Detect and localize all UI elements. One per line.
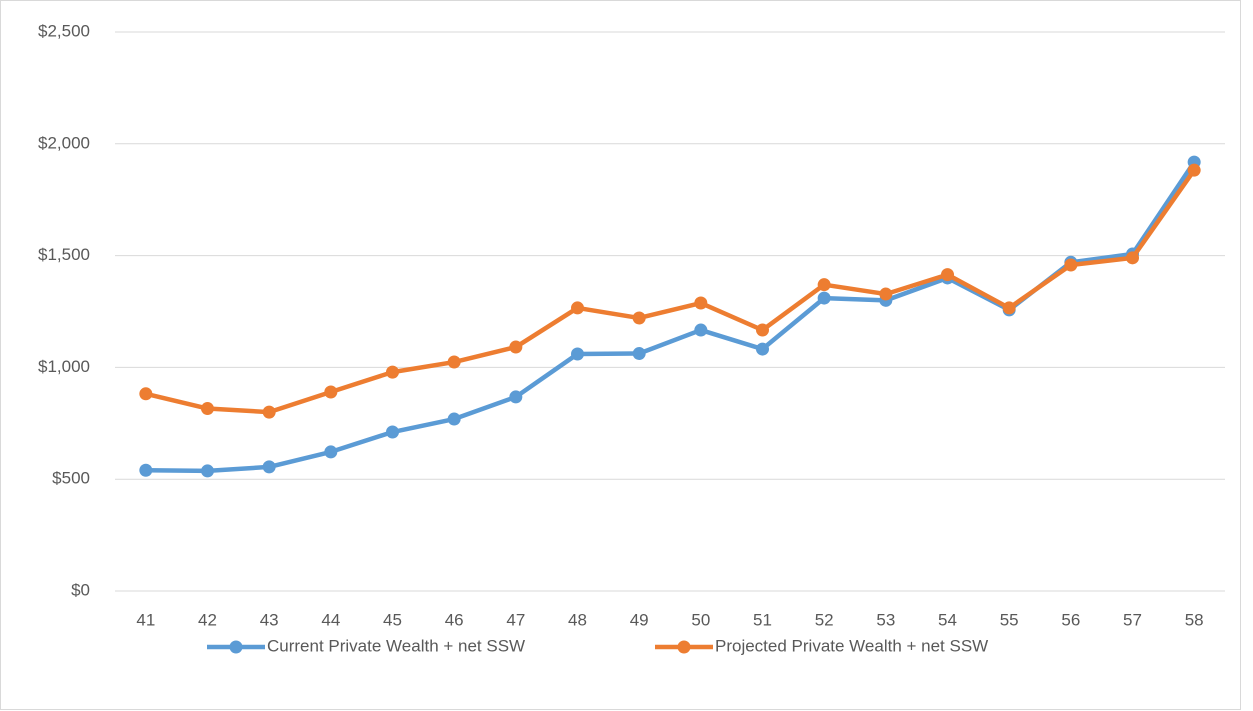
data-point xyxy=(201,402,214,416)
legend-label: Current Private Wealth + net SSW xyxy=(267,636,525,655)
data-point xyxy=(447,355,461,369)
x-tick-label: 49 xyxy=(630,610,649,629)
data-point xyxy=(879,287,893,301)
series-line xyxy=(145,168,1197,415)
y-tick-label: $1,000 xyxy=(38,357,90,376)
y-tick-label: $1,500 xyxy=(38,245,90,264)
legend-label: Projected Private Wealth + net SSW xyxy=(715,636,988,655)
data-point xyxy=(1064,258,1078,272)
x-tick-label: 44 xyxy=(321,610,340,629)
data-point xyxy=(201,464,214,478)
x-tick-label: 53 xyxy=(876,610,895,629)
data-point xyxy=(1002,301,1016,315)
y-tick-label: $2,000 xyxy=(38,133,90,152)
x-tick-label: 45 xyxy=(383,610,402,629)
x-tick-label: 54 xyxy=(938,610,957,629)
y-tick-label: $500 xyxy=(52,469,90,488)
data-point xyxy=(386,365,399,379)
data-point xyxy=(509,390,523,404)
data-point xyxy=(756,342,769,356)
data-point xyxy=(447,412,461,426)
data-point xyxy=(262,460,276,474)
data-point xyxy=(632,311,646,325)
data-point xyxy=(139,387,153,401)
data-point xyxy=(632,347,646,361)
data-point xyxy=(1126,251,1139,265)
x-tick-label: 42 xyxy=(198,610,217,629)
x-tick-label: 52 xyxy=(815,610,834,629)
x-tick-label: 46 xyxy=(445,610,464,629)
legend-marker xyxy=(229,640,243,654)
data-point xyxy=(941,268,954,282)
x-tick-label: 47 xyxy=(506,610,525,629)
data-point xyxy=(817,278,831,292)
legend-marker xyxy=(677,640,691,654)
data-point xyxy=(756,323,769,337)
x-tick-label: 57 xyxy=(1123,610,1142,629)
data-point xyxy=(139,463,153,477)
x-tick-label: 41 xyxy=(136,610,155,629)
x-tick-label: 50 xyxy=(691,610,710,629)
data-point xyxy=(324,445,338,459)
y-tick-label: $2,500 xyxy=(38,21,90,40)
x-tick-label: 48 xyxy=(568,610,587,629)
data-point xyxy=(324,385,338,399)
data-point xyxy=(694,323,708,337)
x-tick-label: 58 xyxy=(1185,610,1204,629)
data-point xyxy=(817,291,831,305)
data-point xyxy=(509,340,523,354)
x-tick-label: 55 xyxy=(1000,610,1019,629)
x-tick-label: 43 xyxy=(260,610,279,629)
data-point xyxy=(571,301,584,315)
data-point xyxy=(571,347,584,361)
y-tick-label: $0 xyxy=(71,580,90,599)
data-point xyxy=(694,296,708,310)
x-tick-label: 56 xyxy=(1061,610,1080,629)
x-tick-label: 51 xyxy=(753,610,772,629)
data-point xyxy=(262,405,276,419)
data-point xyxy=(386,425,399,439)
data-point xyxy=(1187,163,1201,177)
